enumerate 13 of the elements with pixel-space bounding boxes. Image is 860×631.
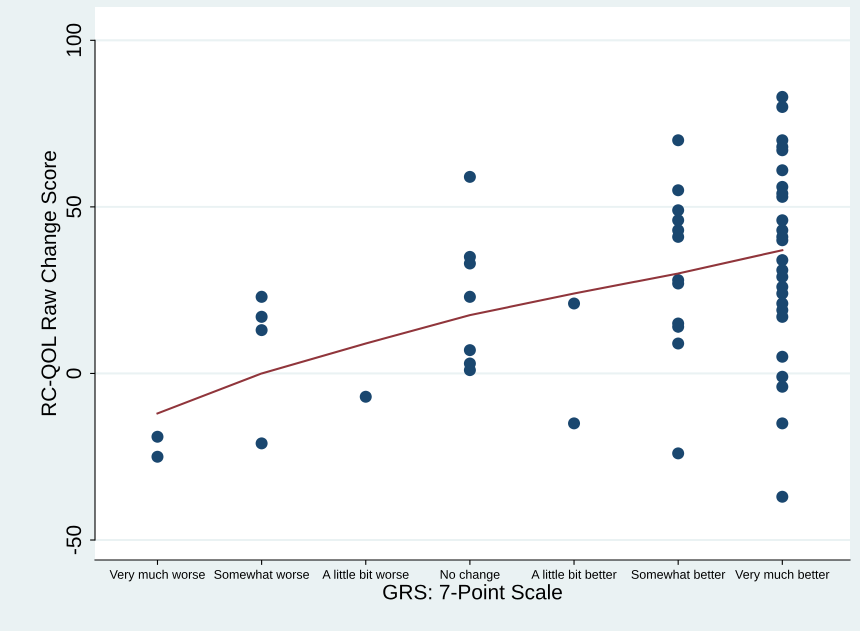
x-tick-label: A little bit worse bbox=[322, 570, 409, 579]
x-tick-label: Somewhat worse bbox=[214, 570, 310, 579]
y-tick-label: 0 bbox=[66, 368, 82, 378]
x-tick-label: No change bbox=[440, 570, 500, 582]
x-tick-label: Somewhat better bbox=[631, 570, 726, 579]
y-tick-label: 100 bbox=[66, 24, 82, 56]
y-tick-label: 50 bbox=[66, 196, 82, 218]
x-tick-label: Very much worse bbox=[110, 570, 205, 582]
x-tick-label: Very much better bbox=[735, 570, 830, 582]
x-axis-title: GRS: 7-Point Scale bbox=[383, 584, 562, 600]
y-axis-title: RC-QOL Raw Change Score bbox=[40, 151, 60, 416]
y-tick-label: -50 bbox=[66, 526, 82, 554]
x-tick-label: A little bit better bbox=[531, 570, 617, 579]
